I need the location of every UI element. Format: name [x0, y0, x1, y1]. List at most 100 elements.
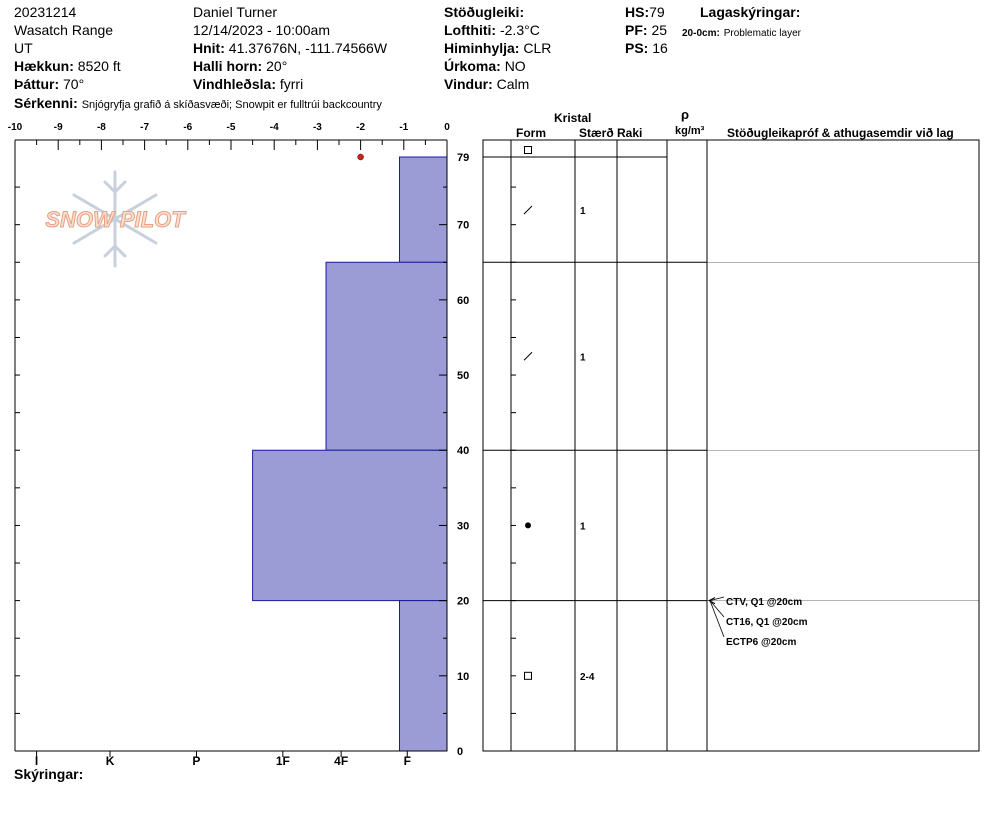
temp-tick-label: -8: [97, 122, 106, 133]
elevation-label: Hækkun:: [14, 58, 74, 74]
precip-label: Úrkoma:: [444, 58, 501, 74]
air-temp-value: -2.3°C: [499, 22, 540, 38]
date-code: 20231214: [14, 4, 77, 20]
depth-tick-label: 0: [457, 746, 463, 758]
layer-3-facets-icon: [524, 671, 532, 680]
test-arrow-icon: [708, 597, 716, 604]
hs-value: 79: [649, 4, 665, 20]
sky-cover: Himinhylja: CLR: [444, 40, 551, 56]
aspect: Þáttur: 70°: [14, 76, 84, 92]
layer-0-precip-icon: [523, 205, 533, 215]
layer-1-precip-icon: [523, 351, 533, 361]
sky-value: CLR: [523, 40, 552, 56]
layer-note: 20-0cm: Problematic layer: [682, 23, 801, 42]
sky-label: Himinhylja:: [444, 40, 520, 56]
state-name: UT: [14, 40, 33, 56]
layer-table-frame: [482, 139, 980, 752]
wind: Vindur: Calm: [444, 76, 529, 92]
pit-ski-penetration: PS: 16: [625, 40, 668, 56]
hardness-label: I: [35, 754, 38, 768]
temp-tick-label: -5: [227, 122, 236, 133]
precip-value: NO: [504, 58, 526, 74]
features-label: Sérkenni:: [14, 95, 78, 111]
temp-tick-label: -1: [399, 122, 408, 133]
layer-2-melt-form-icon: [525, 522, 531, 529]
test-leader-2: [709, 600, 725, 638]
temp-tick-label: -9: [54, 122, 63, 133]
wind-value: Calm: [496, 76, 530, 92]
depth-tick-label: 10: [457, 671, 469, 683]
temp-tick-label: -6: [183, 122, 192, 133]
crystal-size: 1: [580, 206, 586, 217]
hs-label: HS:: [625, 4, 650, 20]
hardness-bar-1: [325, 261, 448, 451]
stability-test: ECTP6 @20cm: [726, 637, 796, 648]
features: Sérkenni: Snjógryfja grafið á skíðasvæði…: [14, 95, 382, 113]
hardness-label: 1F: [276, 754, 290, 768]
ps-value: 16: [652, 40, 668, 56]
temp-tick-label: 0: [444, 122, 450, 133]
pf-value: 25: [651, 22, 668, 38]
coords-value: 41.37676N, -111.74566W: [228, 40, 388, 56]
wind-loading-value: fyrri: [279, 76, 304, 92]
crystal-header: Kristal: [554, 111, 592, 125]
pf-label: PF:: [625, 22, 648, 38]
depth-tick-label: 79: [457, 152, 469, 164]
hardness-label: 4F: [334, 754, 348, 768]
test-leader-0: [709, 596, 725, 602]
wind-loading: Vindhleðsla: fyrri: [193, 76, 303, 92]
observation-datetime: 12/14/2023 - 10:00am: [193, 22, 330, 38]
layer-note-depth: 20-0cm:: [682, 28, 720, 39]
stability-label: Stöðugleiki:: [444, 4, 525, 20]
depth-tick-label: 50: [457, 370, 469, 382]
precipitation: Úrkoma: NO: [444, 58, 526, 74]
hardness-bar-2: [252, 449, 448, 602]
aspect-label: Þáttur:: [14, 76, 60, 92]
temp-tick-label: -7: [140, 122, 149, 133]
air-temperature: Lofthiti: -2.3°C: [444, 22, 540, 38]
aspect-value: 70°: [63, 76, 85, 92]
form-header: Form: [516, 126, 546, 140]
stability-test: CTV, Q1 @20cm: [726, 597, 802, 608]
crystal-size: 1: [580, 352, 586, 363]
crystal-size: 1: [580, 521, 586, 532]
temp-tick-label: -2: [356, 122, 365, 133]
wind-label: Vindur:: [444, 76, 493, 92]
slope-value: 20°: [266, 58, 288, 74]
temp-tick-label: -3: [313, 122, 322, 133]
hardness-label: F: [404, 754, 411, 768]
snow-height: HS:79: [625, 4, 665, 20]
temp-tick-label: -4: [270, 122, 279, 133]
slope-angle: Halli horn: 20°: [193, 58, 287, 74]
hardness-bar-0: [398, 156, 448, 263]
crystal-size: 2-4: [580, 672, 595, 683]
size-header: Stærð: [579, 126, 614, 140]
elevation-value: 8520 ft: [77, 58, 121, 74]
depth-tick-label: 30: [457, 520, 469, 532]
depth-tick-label: 60: [457, 295, 469, 307]
density-symbol: ρ: [681, 107, 690, 122]
layer-note-text: Problematic layer: [723, 28, 801, 39]
air-temp-label: Lofthiti:: [444, 22, 497, 38]
moisture-header: Raki: [617, 126, 643, 140]
range-name: Wasatch Range: [14, 22, 114, 38]
coords-label: Hnit:: [193, 40, 225, 56]
depth-tick-label: 70: [457, 220, 469, 232]
surface-facets-icon: [524, 146, 532, 154]
layer-notes-label: Lagaskýringar:: [700, 4, 801, 20]
observer-name: Daniel Turner: [193, 4, 278, 20]
density-unit: kg/m³: [675, 125, 705, 137]
test-leader-1: [709, 600, 725, 618]
temp-tick-label: -10: [8, 122, 23, 133]
ps-label: PS:: [625, 40, 649, 56]
hardness-label: P: [192, 754, 200, 768]
depth-tick-label: 20: [457, 596, 469, 608]
wind-loading-label: Vindhleðsla:: [193, 76, 276, 92]
depth-tick-label: 40: [457, 445, 469, 457]
temperature-point-0: [357, 153, 364, 161]
features-value: Snjógryfja grafið á skíðasvæði; Snowpit …: [81, 99, 382, 111]
pit-foot-penetration: PF: 25: [625, 22, 667, 38]
notes-label: Skýringar:: [14, 766, 84, 782]
stability-test: CT16, Q1 @20cm: [726, 617, 808, 628]
